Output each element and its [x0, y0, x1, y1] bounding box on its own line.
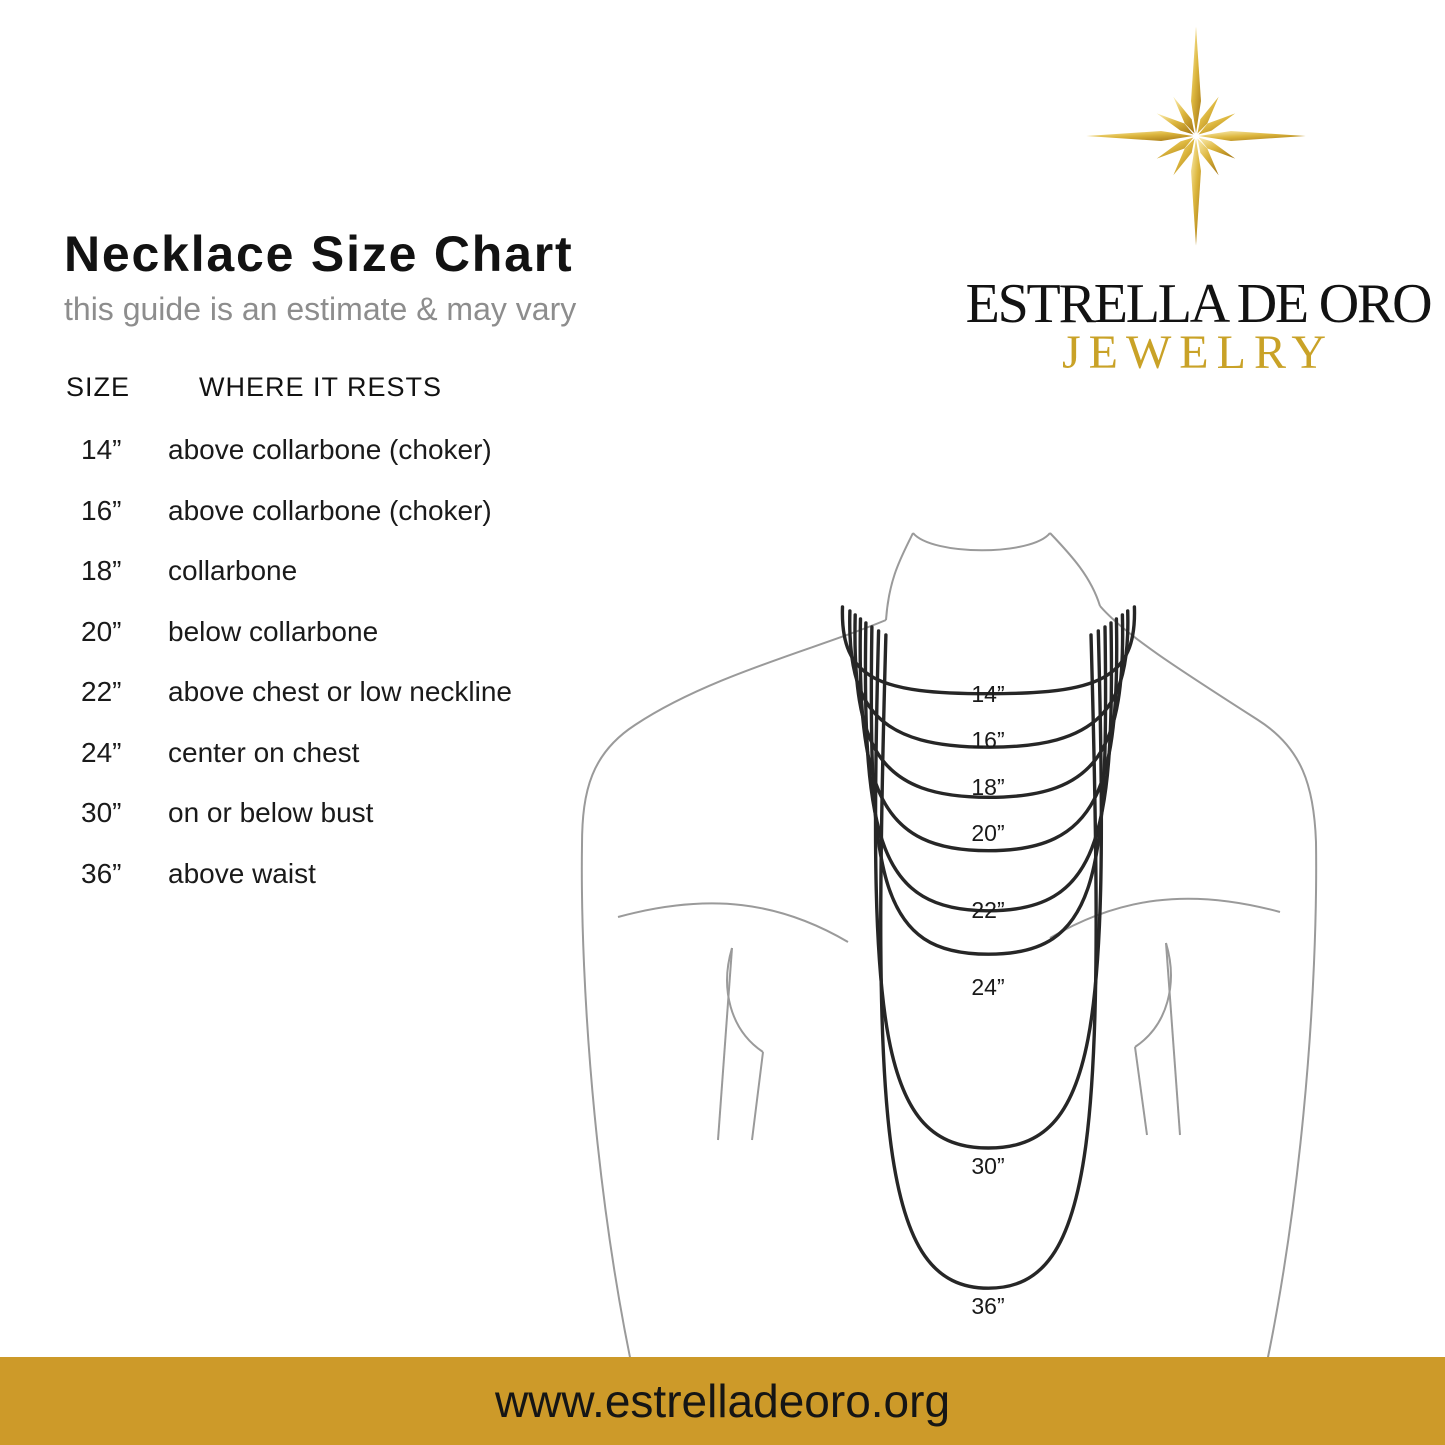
svg-text:18”: 18”: [971, 774, 1004, 800]
svg-text:14”: 14”: [971, 681, 1004, 707]
svg-text:30”: 30”: [971, 1153, 1004, 1179]
svg-text:24”: 24”: [971, 974, 1004, 1000]
svg-text:16”: 16”: [971, 727, 1004, 753]
svg-text:36”: 36”: [971, 1293, 1004, 1319]
svg-text:22”: 22”: [971, 897, 1004, 923]
svg-text:20”: 20”: [971, 820, 1004, 846]
